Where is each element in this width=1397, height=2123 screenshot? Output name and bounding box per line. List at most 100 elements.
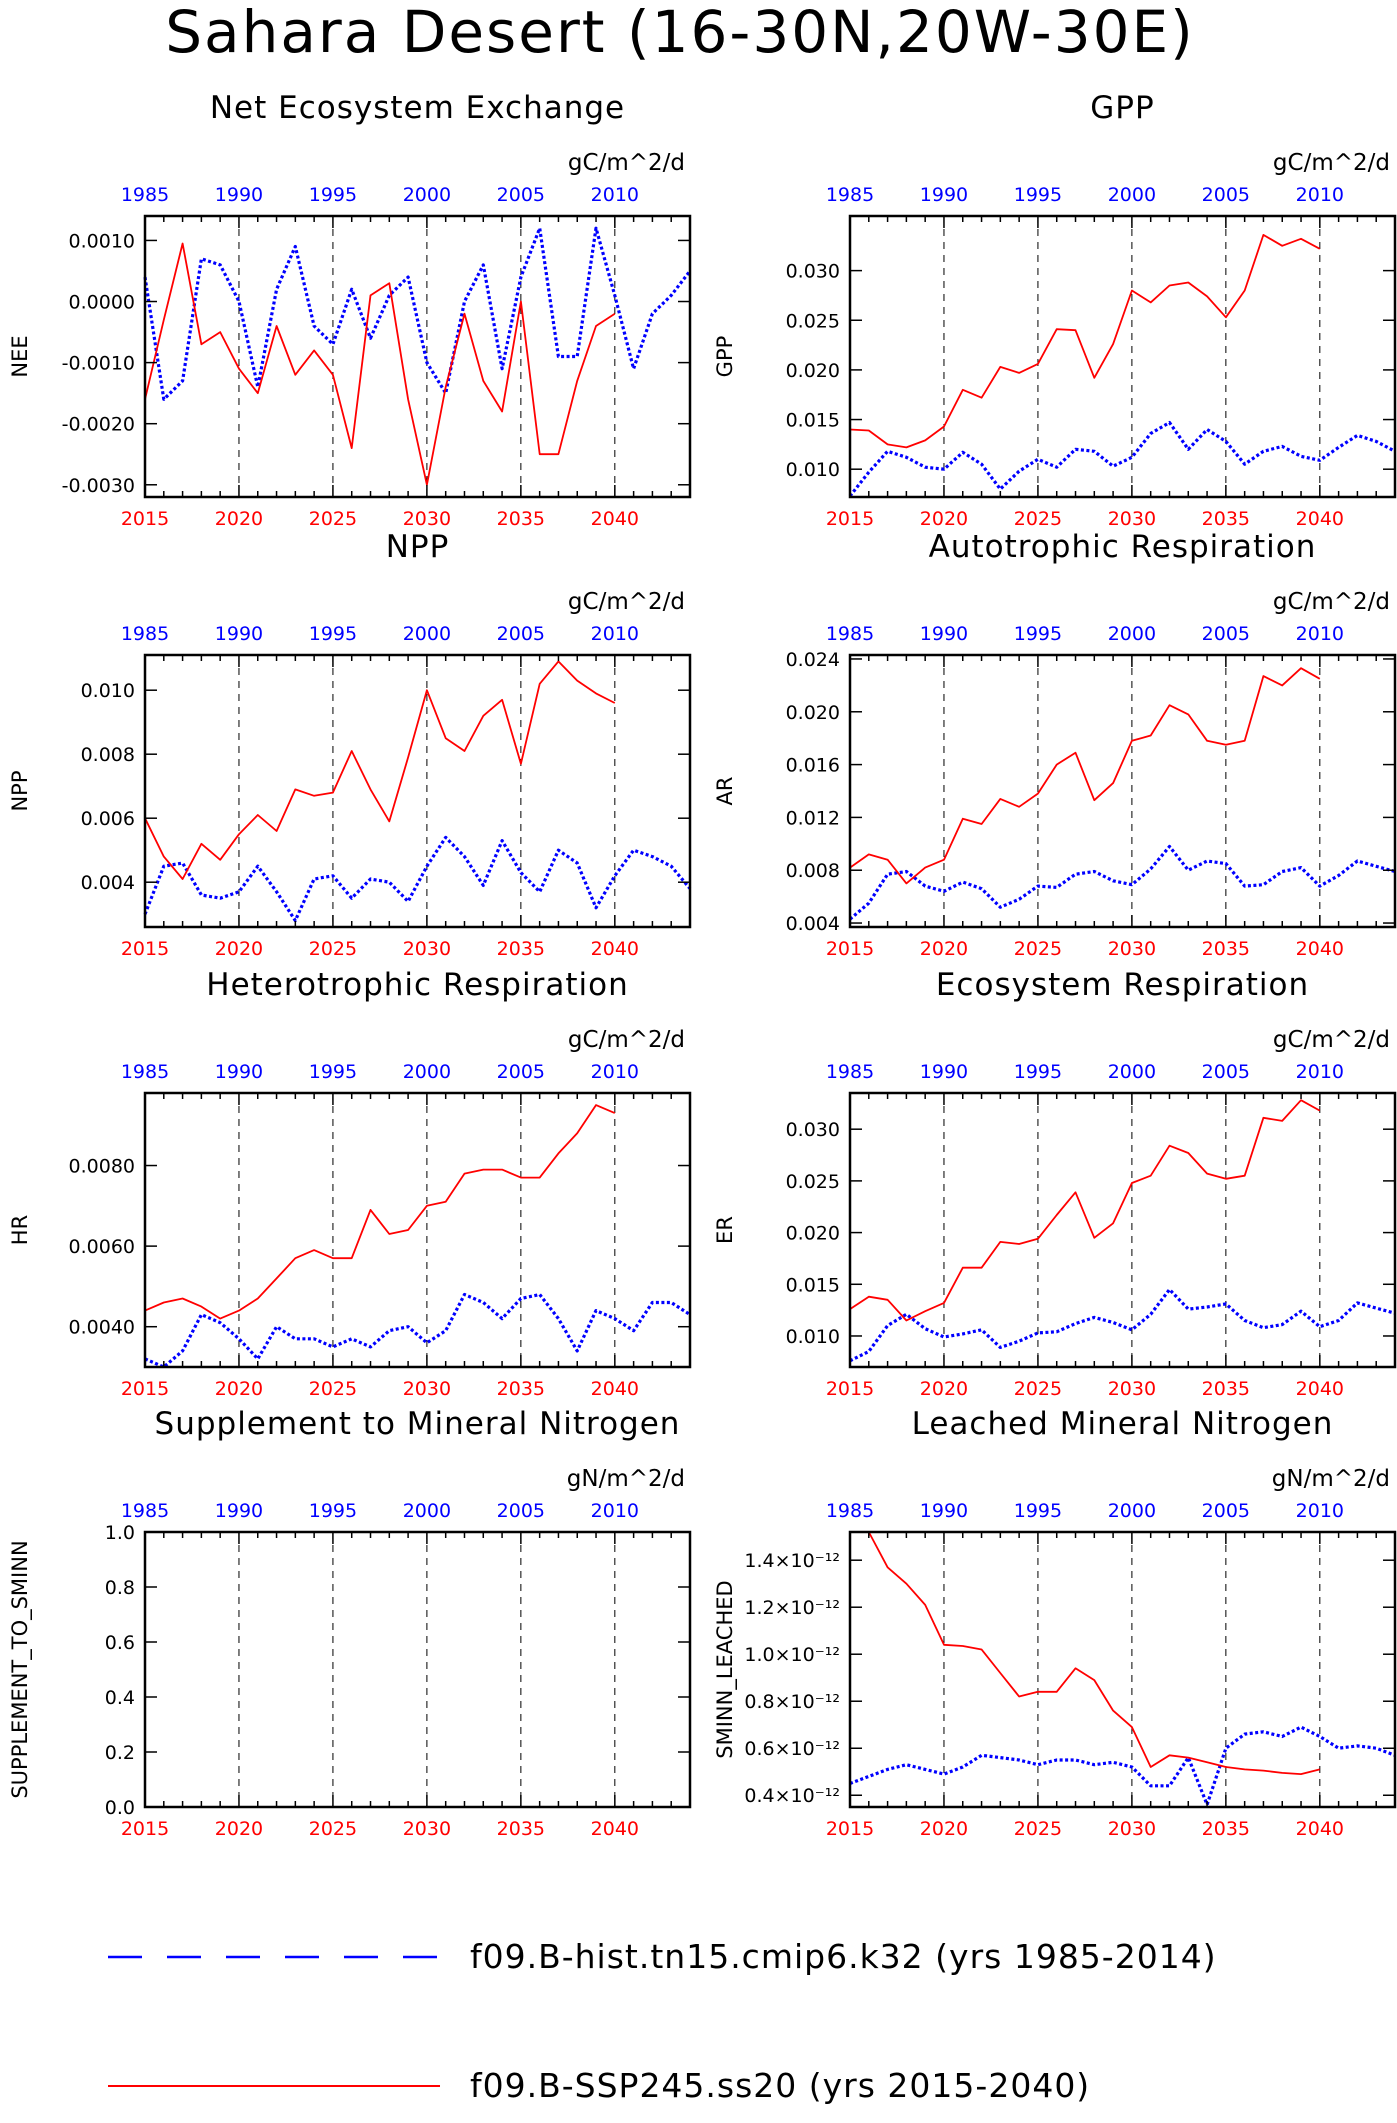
y-tick-label: 0.2 <box>105 1742 135 1764</box>
x-tick-label-bottom: 2040 <box>591 508 639 530</box>
x-tick-label-bottom: 2020 <box>215 938 263 960</box>
legend-label-ssp: f09.B-SSP245.ss20 (yrs 2015-2040) <box>470 2066 1090 2105</box>
y-tick-label: 0.015 <box>786 1274 840 1296</box>
x-tick-label-bottom: 2035 <box>497 938 545 960</box>
x-tick-label-top: 1990 <box>215 1061 263 1083</box>
panel-6: Ecosystem Respiration gC/m^2/d 2015 2020 202… <box>713 967 1397 1400</box>
x-tick-label-bottom: 2025 <box>309 938 357 960</box>
series-line-hist <box>849 1725 1396 1807</box>
plot-frame <box>848 1091 1397 1369</box>
series-line-hist <box>848 420 1396 497</box>
figure-title: Sahara Desert (16-30N,20W-30E) <box>165 0 1195 66</box>
y-tick-label: 0.8×10⁻¹² <box>744 1691 840 1713</box>
x-tick-label-top: 2005 <box>497 1061 545 1083</box>
panels: Net Ecosystem Exchange gC/m^2/d 2015 2020 20… <box>8 90 1397 1840</box>
x-tick-label-top: 2005 <box>497 184 545 206</box>
y-tick-label: 0.020 <box>786 360 840 382</box>
y-tick-label: 0.010 <box>786 459 840 481</box>
x-tick-label-bottom: 2035 <box>1202 1378 1250 1400</box>
y-tick-label: 0.004 <box>786 913 840 935</box>
x-tick-label-top: 2010 <box>1296 184 1344 206</box>
x-tick-label-bottom: 2025 <box>1014 938 1062 960</box>
y-tick-label: 0.024 <box>786 649 840 671</box>
x-tick-label-top: 2000 <box>1108 1061 1156 1083</box>
x-tick-label-top: 1990 <box>215 623 263 645</box>
x-tick-label-top: 2005 <box>497 1500 545 1522</box>
x-tick-label-top: 2005 <box>1202 623 1250 645</box>
plot-frame <box>848 653 1397 929</box>
series-line-ssp <box>144 660 616 880</box>
x-tick-label-bottom: 2030 <box>403 1378 451 1400</box>
y-axis-label: NPP <box>8 770 32 811</box>
y-tick-label: 0.008 <box>81 744 135 766</box>
x-tick-label-top: 2000 <box>403 623 451 645</box>
x-tick-label-bottom: 2025 <box>309 1818 357 1840</box>
y-axis-label: HR <box>8 1215 32 1245</box>
x-tick-label-top: 1995 <box>309 184 357 206</box>
panel-title: Net Ecosystem Exchange <box>210 90 625 126</box>
y-tick-label: 0.030 <box>786 1119 840 1141</box>
y-tick-label: 0.030 <box>786 261 840 283</box>
plot-frame <box>848 1530 1397 1809</box>
x-tick-label-bottom: 2025 <box>309 508 357 530</box>
units-label: gC/m^2/d <box>1273 589 1390 615</box>
panel-title: NPP <box>386 529 450 565</box>
x-tick-label-bottom: 2035 <box>497 508 545 530</box>
y-tick-label: 0.008 <box>786 860 840 882</box>
plot-frame <box>143 1091 692 1369</box>
y-axis-label: ER <box>713 1216 737 1244</box>
y-tick-label: 0.020 <box>786 1223 840 1245</box>
y-tick-label: -0.0020 <box>62 414 135 436</box>
x-tick-label-bottom: 2020 <box>920 938 968 960</box>
y-tick-label: 0.4 <box>105 1687 135 1709</box>
x-tick-label-bottom: 2025 <box>1014 508 1062 530</box>
panel-title: Supplement to Mineral Nitrogen <box>155 1406 681 1442</box>
x-tick-label-top: 2000 <box>1108 623 1156 645</box>
x-tick-label-top: 1995 <box>1014 623 1062 645</box>
x-tick-label-bottom: 2020 <box>920 1378 968 1400</box>
plot-frame <box>143 214 692 499</box>
y-tick-label: 1.2×10⁻¹² <box>744 1597 840 1619</box>
x-tick-label-bottom: 2035 <box>497 1818 545 1840</box>
y-tick-label: 0.0060 <box>69 1236 135 1258</box>
x-tick-label-top: 2005 <box>497 623 545 645</box>
y-tick-label: -0.0010 <box>62 353 135 375</box>
series-line-ssp <box>144 1104 616 1320</box>
x-tick-label-bottom: 2040 <box>1296 938 1344 960</box>
x-tick-label-bottom: 2030 <box>403 1818 451 1840</box>
x-tick-label-bottom: 2015 <box>826 1818 874 1840</box>
x-tick-label-bottom: 2035 <box>1202 1818 1250 1840</box>
x-tick-label-top: 1985 <box>121 1500 169 1522</box>
y-axis-label: SMINN_LEACHED <box>713 1580 738 1758</box>
y-tick-label: 1.0 <box>105 1522 135 1544</box>
x-tick-label-top: 2010 <box>591 184 639 206</box>
y-tick-label: 0.4×10⁻¹² <box>744 1785 840 1807</box>
y-tick-label: 0.0000 <box>69 292 135 314</box>
y-tick-label: -0.0030 <box>62 475 135 497</box>
x-tick-label-top: 1985 <box>121 623 169 645</box>
x-tick-label-bottom: 2015 <box>826 938 874 960</box>
x-tick-label-top: 1990 <box>920 1061 968 1083</box>
series-line-hist <box>848 844 1396 921</box>
x-tick-label-top: 1995 <box>309 1500 357 1522</box>
x-tick-label-top: 1995 <box>1014 1500 1062 1522</box>
x-tick-label-bottom: 2015 <box>121 1818 169 1840</box>
units-label: gC/m^2/d <box>568 589 685 615</box>
x-tick-label-top: 1995 <box>1014 1061 1062 1083</box>
x-tick-label-bottom: 2020 <box>920 1818 968 1840</box>
y-tick-label: 0.0080 <box>69 1156 135 1178</box>
x-tick-label-top: 1990 <box>215 184 263 206</box>
panel-title: Heterotrophic Respiration <box>206 967 628 1003</box>
x-tick-label-top: 2005 <box>1202 1500 1250 1522</box>
x-tick-label-bottom: 2035 <box>1202 508 1250 530</box>
series-line-ssp <box>849 667 1321 885</box>
y-axis-label: NEE <box>8 335 32 377</box>
x-tick-label-bottom: 2025 <box>1014 1378 1062 1400</box>
series-line-hist <box>143 226 692 401</box>
panel-8: Leached Mineral Nitrogen gN/m^2/d 2015 2020… <box>713 1406 1397 1840</box>
x-tick-label-top: 2000 <box>1108 1500 1156 1522</box>
units-label: gN/m^2/d <box>567 1466 685 1492</box>
x-tick-label-bottom: 2040 <box>1296 1378 1344 1400</box>
y-tick-label: 0.010 <box>786 1326 840 1348</box>
